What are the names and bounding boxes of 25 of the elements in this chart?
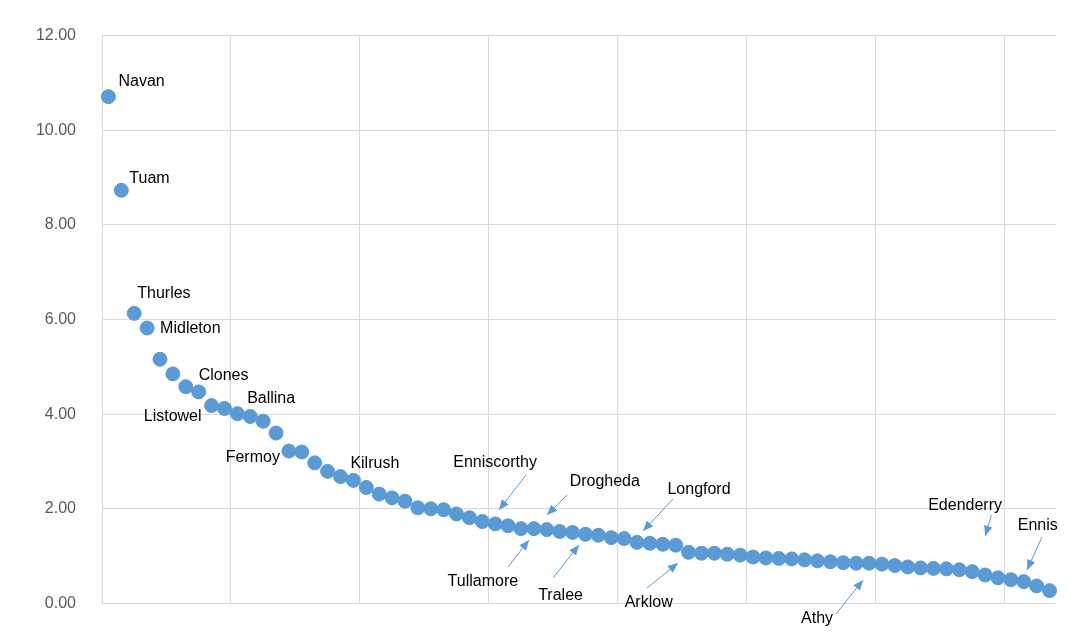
y-tick-label: 0.00 <box>44 593 77 611</box>
annotation: Kilrush <box>350 453 400 471</box>
y-tick-label: 4.00 <box>44 404 77 422</box>
annotation: Clones <box>198 366 249 384</box>
y-tick-label: 6.00 <box>44 309 77 327</box>
y-tick-label: 2.00 <box>44 499 77 517</box>
annotation: Tralee <box>538 585 584 603</box>
annotation: Arklow <box>624 592 674 610</box>
annotation: Listowel <box>143 407 202 425</box>
annotation: Ennis <box>1017 516 1058 534</box>
y-tick-label: 12.00 <box>35 26 77 44</box>
y-tick-label: 8.00 <box>44 215 77 233</box>
text: Athy <box>801 608 834 626</box>
annotation: Thurles <box>137 283 191 301</box>
annotation: Edenderry <box>928 496 1003 514</box>
y-tick-label: 10.00 <box>35 120 77 138</box>
annotation: Tullamore <box>447 572 519 590</box>
annotation: Enniscorthy <box>453 453 537 471</box>
annotation: Midleton <box>160 319 221 337</box>
annotation: Ballina <box>247 388 296 406</box>
annotation: Navan <box>118 72 165 90</box>
annotation: Fermoy <box>225 448 280 466</box>
annotation: Longford <box>667 479 731 497</box>
annotation: Drogheda <box>569 471 640 489</box>
annotation: Tuam <box>129 168 170 186</box>
